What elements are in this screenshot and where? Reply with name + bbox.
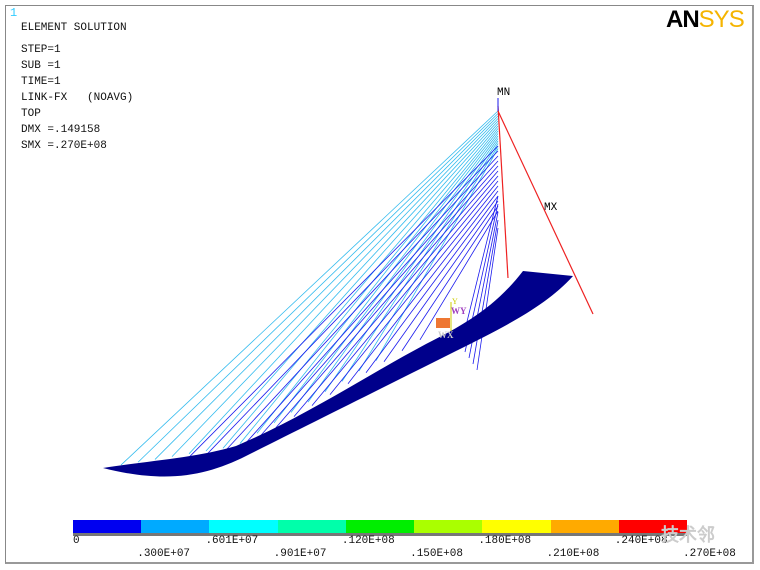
legend-swatch-7 <box>550 520 619 533</box>
cable <box>273 133 499 424</box>
cable <box>293 175 499 417</box>
legend-label: .601E+07 <box>205 535 259 547</box>
cable <box>205 123 499 452</box>
cables <box>120 110 499 466</box>
info-step: STEP=1 <box>21 44 61 56</box>
info-sub: SUB =1 <box>21 60 61 72</box>
cable <box>476 227 499 371</box>
legend-swatch-8 <box>618 520 687 533</box>
cable <box>222 125 499 449</box>
max-marker: MX <box>544 202 558 214</box>
cable <box>365 195 499 373</box>
legend-swatch-5 <box>414 520 483 533</box>
cable <box>188 120 499 455</box>
legend-label: .901E+07 <box>273 548 327 560</box>
cable <box>311 180 499 406</box>
cable <box>154 115 499 460</box>
min-marker: MN <box>497 87 510 99</box>
cable <box>239 160 499 450</box>
info-dmx: DMX =.149158 <box>21 124 101 136</box>
contour-legend-bar <box>73 520 687 536</box>
cable <box>137 113 499 463</box>
legend-swatch-0 <box>73 520 142 533</box>
legend-swatch-2 <box>209 520 278 533</box>
cable <box>401 205 499 352</box>
legend-label: .150E+08 <box>410 548 463 560</box>
legend-label: .210E+08 <box>546 548 600 560</box>
axis-wy-label: WY <box>451 306 467 316</box>
cable <box>472 219 499 365</box>
cable <box>307 138 499 403</box>
legend-label: .270E+08 <box>683 548 736 560</box>
cable <box>347 190 499 384</box>
cable <box>290 135 499 413</box>
cable <box>324 140 499 392</box>
model-plot: MN MX Y WY WX <box>103 87 594 477</box>
legend-swatch-1 <box>141 520 210 533</box>
cable <box>203 150 499 458</box>
legend-label: .180E+08 <box>478 535 532 547</box>
legend-swatch-3 <box>277 520 346 533</box>
ansys-logo: ANSYS <box>666 6 745 33</box>
cable <box>383 200 499 362</box>
info-time: TIME=1 <box>21 76 61 88</box>
solution-info: ELEMENT SOLUTION STEP=1 SUB =1 TIME=1 LI… <box>21 20 133 154</box>
cable <box>341 143 499 382</box>
legend-label: .300E+07 <box>137 548 191 560</box>
cable <box>239 128 499 444</box>
back-stay <box>497 110 594 315</box>
cable <box>256 130 499 434</box>
cable <box>329 185 499 395</box>
axis-wx-label: WX <box>438 330 454 340</box>
cable <box>419 210 499 341</box>
legend-swatch-6 <box>482 520 551 533</box>
legend-label: .120E+08 <box>341 535 395 547</box>
axis-y-label: Y <box>452 297 458 306</box>
graphics-window[interactable]: 1 ELEMENT SOLUTION STEP=1 SUB =1 TIME=1 … <box>5 5 754 564</box>
legend-swatch-4 <box>345 520 415 533</box>
tower <box>497 105 509 279</box>
bridge-deck <box>103 271 573 477</box>
info-smx: SMX =.270E+08 <box>21 140 107 152</box>
cable <box>185 145 499 461</box>
cable <box>221 155 499 455</box>
legend-label: 0 <box>73 535 80 547</box>
coordinate-triad: Y WY WX <box>436 297 467 340</box>
info-top: TOP <box>21 108 41 120</box>
cable <box>460 195 499 347</box>
plot-title: ELEMENT SOLUTION <box>21 22 127 34</box>
cable <box>275 170 499 428</box>
window-number: 1 <box>10 6 18 20</box>
info-item: LINK-FX (NOAVG) <box>21 92 134 104</box>
cable <box>120 110 499 466</box>
legend-label: .240E+08 <box>614 535 668 547</box>
cable <box>257 165 499 439</box>
watermark: 技术邻 <box>661 525 715 546</box>
cable <box>171 118 499 457</box>
